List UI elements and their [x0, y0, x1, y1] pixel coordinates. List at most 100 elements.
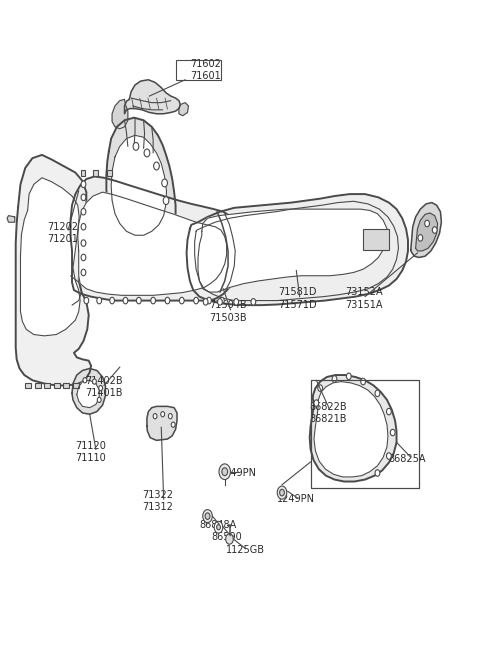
Circle shape [206, 297, 211, 304]
Circle shape [219, 297, 224, 304]
Polygon shape [7, 216, 15, 222]
Bar [73, 383, 79, 388]
Polygon shape [77, 380, 99, 407]
Bar [44, 383, 50, 388]
Polygon shape [416, 213, 438, 251]
Circle shape [81, 240, 86, 247]
Circle shape [375, 470, 380, 476]
Circle shape [226, 534, 233, 544]
Circle shape [136, 297, 141, 304]
Circle shape [277, 486, 287, 499]
Polygon shape [411, 203, 442, 257]
Circle shape [314, 400, 319, 406]
Circle shape [133, 142, 139, 150]
Circle shape [81, 209, 86, 215]
Circle shape [93, 379, 96, 384]
Circle shape [203, 510, 212, 523]
Circle shape [81, 181, 86, 188]
Polygon shape [107, 117, 176, 257]
Bar [108, 170, 112, 176]
Polygon shape [71, 176, 239, 300]
Text: 71202
71201: 71202 71201 [47, 222, 78, 245]
Bar [35, 383, 40, 388]
Polygon shape [187, 194, 408, 305]
Text: 1249PN: 1249PN [277, 494, 315, 504]
Polygon shape [179, 102, 189, 115]
Circle shape [280, 489, 284, 496]
Circle shape [81, 224, 86, 230]
Circle shape [84, 297, 89, 304]
Text: 1125GB: 1125GB [226, 545, 264, 555]
Circle shape [386, 408, 391, 415]
Polygon shape [147, 406, 177, 440]
Circle shape [386, 453, 391, 459]
Circle shape [171, 422, 175, 427]
Circle shape [162, 179, 168, 187]
Text: 71581D
71571D: 71581D 71571D [278, 287, 317, 310]
Text: 71402B
71401B: 71402B 71401B [85, 376, 122, 398]
Circle shape [161, 411, 165, 417]
Polygon shape [310, 375, 396, 482]
Circle shape [99, 386, 103, 391]
Circle shape [168, 413, 172, 419]
Text: 86822B
86821B: 86822B 86821B [309, 401, 347, 424]
Circle shape [214, 522, 223, 533]
Circle shape [347, 373, 351, 380]
Bar [311, 380, 420, 488]
Text: 86848A: 86848A [199, 520, 237, 530]
Circle shape [165, 297, 170, 304]
Circle shape [432, 227, 437, 234]
Circle shape [81, 254, 86, 260]
Bar [54, 383, 60, 388]
Circle shape [205, 513, 210, 520]
Polygon shape [21, 178, 80, 336]
Text: 86825A: 86825A [388, 454, 425, 464]
Circle shape [153, 413, 157, 419]
Polygon shape [112, 99, 128, 129]
Bar [63, 383, 69, 388]
Circle shape [332, 376, 337, 382]
Polygon shape [72, 369, 106, 414]
Text: 1249PN: 1249PN [218, 468, 256, 478]
Circle shape [110, 297, 115, 304]
Polygon shape [78, 192, 227, 295]
Circle shape [81, 269, 86, 276]
Circle shape [123, 297, 128, 304]
Circle shape [194, 297, 199, 304]
Circle shape [154, 162, 159, 170]
Text: 71120
71110: 71120 71110 [75, 441, 106, 463]
Circle shape [216, 525, 220, 530]
Circle shape [144, 149, 150, 157]
Circle shape [390, 429, 395, 436]
Text: 71602
71601: 71602 71601 [190, 59, 221, 81]
Text: 71504B
71503B: 71504B 71503B [209, 300, 247, 323]
Polygon shape [124, 80, 180, 113]
Circle shape [418, 235, 423, 241]
Circle shape [222, 468, 228, 476]
Polygon shape [198, 209, 387, 292]
Text: 86590: 86590 [211, 532, 242, 542]
Bar [93, 170, 98, 176]
Bar [25, 383, 31, 388]
Bar [311, 380, 420, 488]
Polygon shape [314, 382, 388, 477]
Circle shape [318, 385, 323, 392]
Text: 71322
71312: 71322 71312 [142, 490, 173, 512]
Circle shape [425, 220, 430, 227]
Circle shape [234, 298, 239, 305]
Text: 73152A
73151A: 73152A 73151A [345, 287, 383, 310]
Circle shape [217, 298, 222, 305]
Bar [81, 170, 85, 176]
Circle shape [251, 298, 256, 305]
Circle shape [97, 398, 101, 403]
Circle shape [180, 297, 184, 304]
Circle shape [361, 379, 365, 385]
Circle shape [83, 378, 87, 383]
Circle shape [219, 464, 230, 480]
Circle shape [163, 197, 169, 205]
Bar [176, 60, 221, 80]
Circle shape [97, 297, 102, 304]
Polygon shape [16, 155, 91, 386]
Polygon shape [111, 135, 167, 236]
Circle shape [203, 298, 208, 305]
